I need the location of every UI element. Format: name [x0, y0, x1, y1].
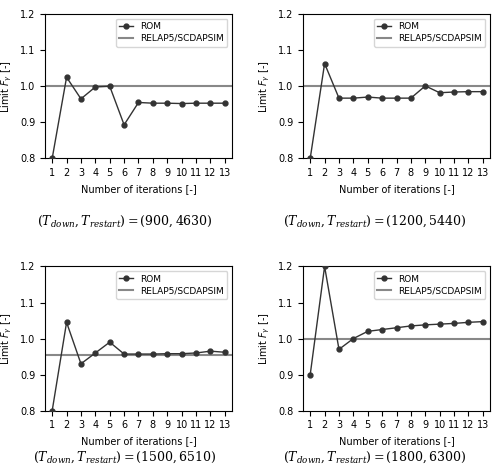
ROM — [64, 320, 70, 325]
Line: ROM: ROM — [308, 264, 485, 377]
ROM — [136, 351, 141, 357]
ROM — [451, 89, 457, 95]
RELAP5/SCDAPSIM — [307, 336, 313, 341]
ROM — [364, 329, 370, 334]
ROM — [193, 101, 199, 106]
ROM — [164, 101, 170, 106]
ROM — [350, 95, 356, 101]
ROM — [379, 327, 385, 332]
Y-axis label: Limit $F_\gamma$ [-]: Limit $F_\gamma$ [-] — [0, 60, 14, 113]
ROM — [178, 351, 184, 356]
ROM — [208, 101, 214, 106]
ROM — [480, 89, 486, 94]
Y-axis label: Limit $F_\gamma$ [-]: Limit $F_\gamma$ [-] — [258, 60, 272, 113]
ROM — [208, 348, 214, 354]
Text: $(T_{down}, T_{restart}) = (1800, 6300)$: $(T_{down}, T_{restart}) = (1800, 6300)$ — [283, 449, 467, 465]
RELAP5/SCDAPSIM — [293, 336, 299, 341]
RELAP5/SCDAPSIM — [35, 352, 41, 358]
Legend: ROM, RELAP5/SCDAPSIM: ROM, RELAP5/SCDAPSIM — [374, 19, 486, 47]
RELAP5/SCDAPSIM — [293, 84, 299, 89]
ROM — [49, 408, 55, 413]
ROM — [178, 101, 184, 106]
ROM — [322, 61, 328, 67]
ROM — [78, 96, 84, 101]
ROM — [422, 322, 428, 328]
ROM — [451, 320, 457, 326]
ROM — [92, 350, 98, 356]
Line: ROM: ROM — [308, 61, 485, 161]
Legend: ROM, RELAP5/SCDAPSIM: ROM, RELAP5/SCDAPSIM — [374, 271, 486, 299]
ROM — [164, 351, 170, 356]
ROM — [394, 325, 400, 330]
Line: ROM: ROM — [50, 320, 227, 413]
X-axis label: Number of iterations [-]: Number of iterations [-] — [80, 184, 196, 194]
ROM — [364, 94, 370, 100]
ROM — [307, 155, 313, 161]
RELAP5/SCDAPSIM — [49, 84, 55, 89]
ROM — [379, 95, 385, 101]
Text: $(T_{down}, T_{restart}) = (1200, 5440)$: $(T_{down}, T_{restart}) = (1200, 5440)$ — [283, 213, 467, 229]
RELAP5/SCDAPSIM — [307, 84, 313, 89]
ROM — [436, 321, 442, 327]
ROM — [106, 339, 112, 345]
ROM — [336, 95, 342, 101]
ROM — [49, 155, 55, 161]
Text: $(T_{down}, T_{restart}) = (900, 4630)$: $(T_{down}, T_{restart}) = (900, 4630)$ — [37, 213, 213, 229]
ROM — [466, 89, 471, 94]
ROM — [222, 101, 228, 106]
ROM — [336, 346, 342, 352]
ROM — [422, 83, 428, 89]
X-axis label: Number of iterations [-]: Number of iterations [-] — [338, 436, 454, 446]
ROM — [106, 84, 112, 89]
X-axis label: Number of iterations [-]: Number of iterations [-] — [80, 436, 196, 446]
ROM — [193, 350, 199, 356]
ROM — [394, 95, 400, 101]
Y-axis label: Limit $F_\gamma$ [-]: Limit $F_\gamma$ [-] — [0, 312, 14, 365]
ROM — [436, 90, 442, 95]
ROM — [92, 84, 98, 90]
ROM — [78, 361, 84, 367]
Text: $(T_{down}, T_{restart}) = (1500, 6510)$: $(T_{down}, T_{restart}) = (1500, 6510)$ — [33, 449, 217, 465]
ROM — [307, 372, 313, 378]
ROM — [121, 351, 127, 357]
ROM — [64, 75, 70, 80]
Y-axis label: Limit $F_\gamma$ [-]: Limit $F_\gamma$ [-] — [258, 312, 272, 365]
Line: ROM: ROM — [50, 75, 227, 161]
X-axis label: Number of iterations [-]: Number of iterations [-] — [338, 184, 454, 194]
RELAP5/SCDAPSIM — [49, 352, 55, 358]
ROM — [121, 122, 127, 127]
ROM — [408, 95, 414, 101]
ROM — [480, 319, 486, 324]
RELAP5/SCDAPSIM — [35, 84, 41, 89]
ROM — [408, 323, 414, 329]
ROM — [322, 264, 328, 270]
ROM — [350, 336, 356, 341]
Legend: ROM, RELAP5/SCDAPSIM: ROM, RELAP5/SCDAPSIM — [116, 19, 228, 47]
ROM — [222, 349, 228, 355]
ROM — [136, 100, 141, 105]
ROM — [150, 101, 156, 106]
ROM — [466, 320, 471, 325]
Legend: ROM, RELAP5/SCDAPSIM: ROM, RELAP5/SCDAPSIM — [116, 271, 228, 299]
ROM — [150, 351, 156, 357]
